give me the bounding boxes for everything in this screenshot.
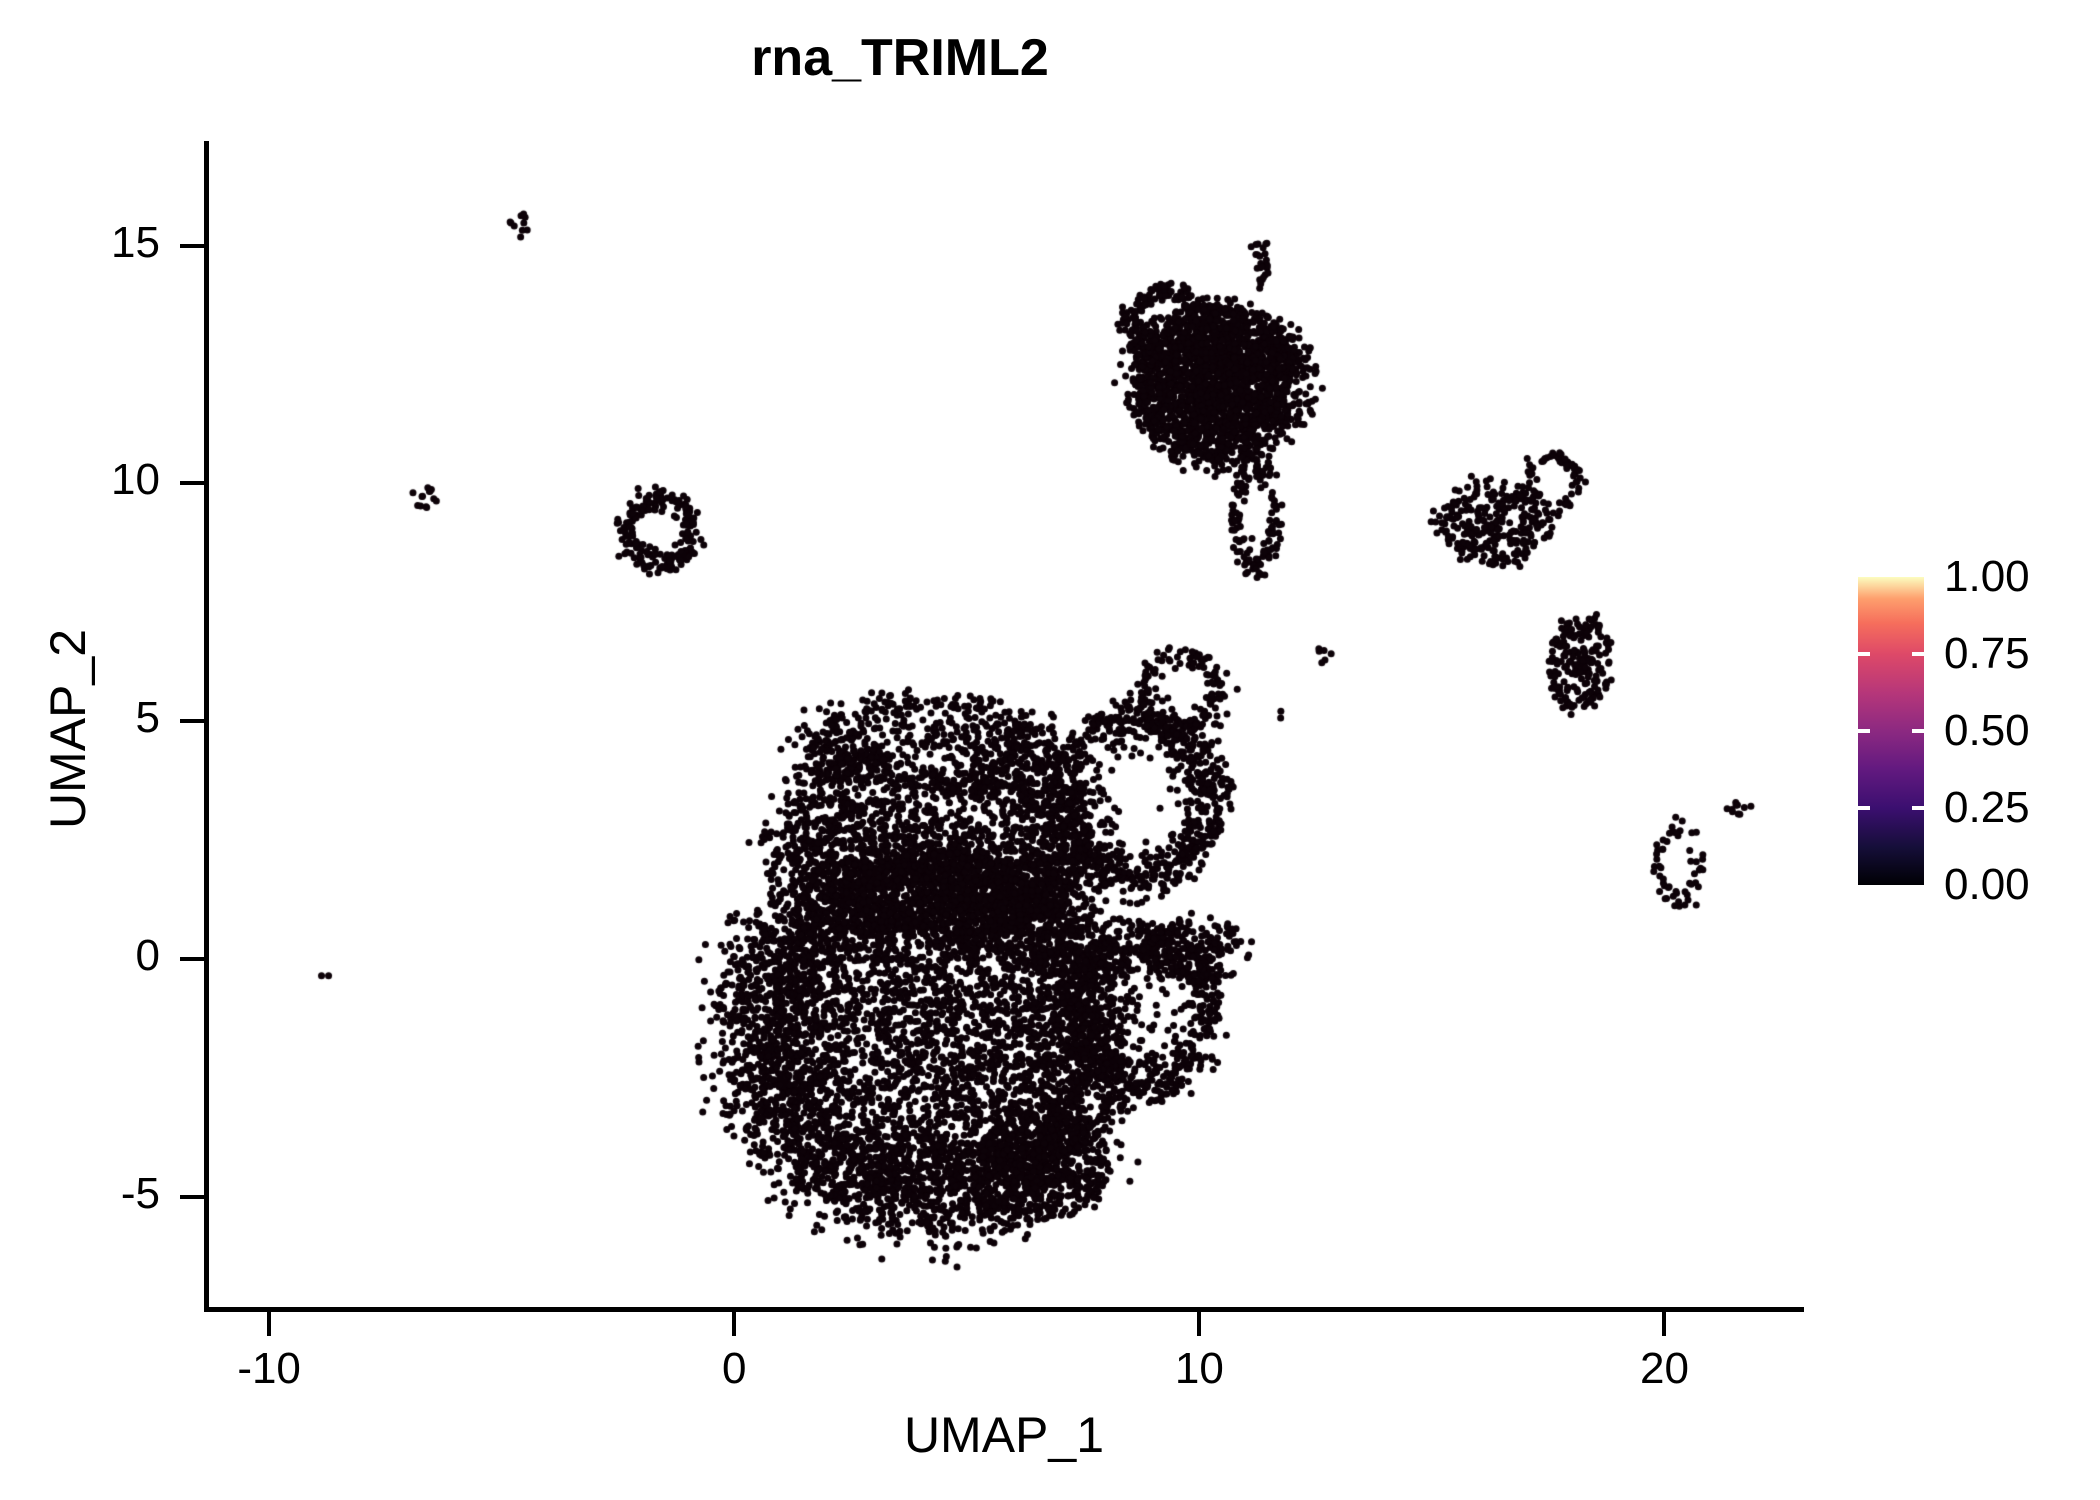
y-tick-label: 5 — [135, 693, 160, 743]
y-axis-line — [204, 141, 209, 1311]
colorbar-tick-mark — [1912, 652, 1924, 656]
colorbar-tick-mark — [1858, 806, 1870, 810]
page-title: rna_TRIML2 — [751, 29, 1049, 87]
x-tick-mark — [732, 1312, 737, 1336]
scatter-plot-area — [204, 141, 1804, 1311]
y-tick-label: 15 — [111, 217, 160, 267]
x-tick-label: 0 — [721, 1344, 747, 1393]
colorbar-tick-label: 1.00 — [1944, 552, 2030, 601]
x-tick-mark — [1662, 1312, 1667, 1336]
x-axis-line — [204, 1307, 1804, 1312]
colorbar-tick-label: 0.00 — [1944, 860, 2030, 909]
colorbar-tick-label: 0.75 — [1944, 629, 2030, 678]
y-tick-mark — [180, 957, 204, 962]
colorbar-tick-mark — [1858, 729, 1870, 733]
y-tick-label: 10 — [111, 455, 160, 505]
y-tick-mark — [180, 481, 204, 486]
x-tick-label: -10 — [237, 1344, 301, 1393]
x-axis-title: UMAP_1 — [903, 1407, 1105, 1463]
y-tick-label: 0 — [135, 931, 160, 981]
colorbar-legend: 1.00 0.75 0.50 0.25 0.00 — [1858, 552, 2078, 909]
colorbar-tick-label: 0.25 — [1944, 783, 2030, 832]
y-tick-mark — [180, 719, 204, 724]
x-tick-label: 10 — [1174, 1344, 1224, 1393]
colorbar-tick-mark — [1912, 729, 1924, 733]
y-axis-title: UMAP_2 — [40, 628, 96, 830]
y-tick-label: -5 — [120, 1168, 160, 1218]
scatter-points-canvas — [204, 141, 1804, 1311]
y-tick-mark — [180, 1194, 204, 1199]
y-tick-mark — [180, 243, 204, 248]
colorbar-tick-mark — [1858, 652, 1870, 656]
x-tick-mark — [267, 1312, 272, 1336]
x-tick-label: 20 — [1639, 1344, 1689, 1393]
colorbar-tick-mark — [1912, 806, 1924, 810]
colorbar-tick-label: 0.50 — [1944, 706, 2030, 755]
x-tick-mark — [1197, 1312, 1202, 1336]
